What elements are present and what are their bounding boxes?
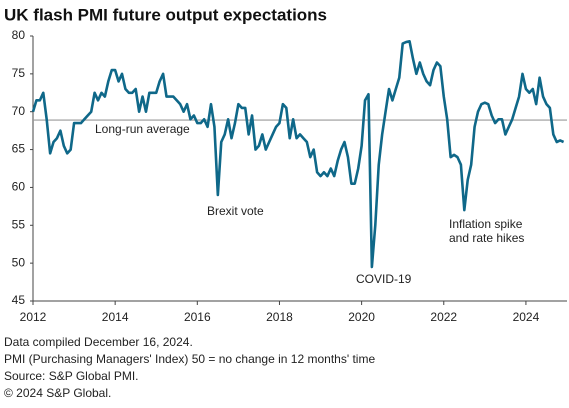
data-line — [31, 40, 565, 269]
footnote: Source: S&P Global PMI. — [4, 369, 139, 383]
footnote: Data compiled December 16, 2024. — [4, 335, 193, 349]
footnote: © 2024 S&P Global. — [4, 386, 111, 400]
x-tick-label: 2018 — [266, 310, 293, 324]
annotation: Inflation spike — [449, 217, 523, 231]
chart-title: UK flash PMI future output expectations — [4, 5, 327, 24]
y-tick-label: 75 — [12, 66, 26, 80]
y-tick-label: 45 — [12, 293, 26, 307]
x-tick-label: 2020 — [348, 310, 375, 324]
y-tick-label: 50 — [12, 255, 26, 269]
y-tick-label: 80 — [12, 28, 26, 42]
x-tick-label: 2012 — [20, 310, 47, 324]
y-tick-label: 65 — [12, 142, 26, 156]
y-tick-label: 70 — [12, 104, 26, 118]
y-tick-label: 55 — [12, 217, 26, 231]
x-tick-label: 2024 — [513, 310, 540, 324]
annotation: Brexit vote — [207, 204, 264, 218]
annotation: and rate hikes — [449, 231, 524, 245]
reference-label: Long-run average — [95, 122, 190, 136]
x-tick-label: 2016 — [184, 310, 211, 324]
y-tick-label: 60 — [12, 180, 26, 194]
x-tick-label: 2022 — [430, 310, 457, 324]
x-tick-label: 2014 — [102, 310, 129, 324]
annotation: COVID-19 — [356, 272, 412, 286]
footnote: PMI (Purchasing Managers' Index) 50 = no… — [4, 352, 375, 366]
